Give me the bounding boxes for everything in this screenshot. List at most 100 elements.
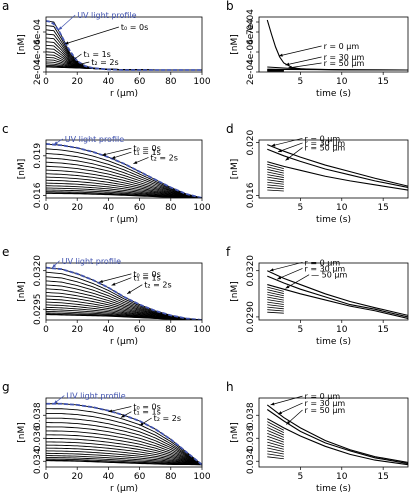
x-tick-label: 5 [298,203,304,213]
x-tick-label: 80 [165,325,177,335]
radius-curve [267,177,284,180]
radius-curve [267,190,284,191]
y-tick-label: 0.020 [246,129,256,155]
x-tick-label: 20 [71,203,83,213]
y-tick-label: 0.016 [246,182,256,208]
plot-frame [46,140,202,198]
x-axis-label: time (s) [316,89,351,99]
radius-curve [267,302,284,304]
annotation-arrowhead [112,156,116,159]
x-tick-label: 15 [377,472,388,482]
annotation-arrowhead [133,161,137,164]
radius-curve [267,307,284,309]
x-tick-label: 0 [43,325,49,335]
y-tick-label: 0.038 [246,402,256,428]
annotation-label: UV light profile [66,392,125,401]
annotation-label: t₂ = 2s [151,153,178,162]
radius-curve [267,180,284,182]
radius-curve [267,310,284,311]
y-tick-label: 0.038 [33,402,43,428]
y-tick-label: 0.019 [33,143,43,169]
y-axis-label: [nM] [17,422,27,443]
annotation-label: r = 50 μm [305,144,346,153]
x-tick-label: 20 [71,472,83,482]
y-axis-label: [nM] [230,281,240,302]
y-tick-label: 0.0320 [33,255,43,287]
x-tick-label: 100 [193,325,210,335]
panel-label: f [226,245,231,259]
annotation-arrowhead [112,283,116,286]
panel-label: a [2,0,9,13]
y-axis-label: [nM] [230,422,240,443]
panel-label: h [226,380,234,394]
radius-curve [267,457,284,459]
x-tick-label: 40 [103,325,115,335]
radius-curve [267,164,284,168]
y-axis-label: [nM] [230,159,240,180]
annotation-label: t₀ = 0s [121,23,148,32]
panel-label: c [2,122,9,136]
y-tick-label: 0.0295 [33,293,43,325]
series-line [267,410,408,464]
x-tick-label: 60 [134,325,146,335]
y-axis-label: [nM] [230,34,240,55]
x-tick-label: 0 [43,472,49,482]
x-tick-label: 0 [43,203,49,213]
x-tick-label: 60 [134,472,146,482]
panel-label: e [2,245,9,259]
radius-curve [267,185,284,187]
annotation-label: r = 50 μm [324,59,365,68]
x-axis-label: r (μm) [110,337,138,347]
y-tick-label: 7e-04 [246,9,256,35]
x-tick-label: 10 [336,325,348,335]
series-line [267,285,408,319]
annotation-arrow [270,262,303,270]
panel-label: d [226,122,234,136]
annotation-arrow [277,268,302,279]
radius-curve [267,305,284,307]
annotation-arrow [102,148,131,155]
annotation-label: — 50 μm [311,271,347,280]
annotation-label: UV light profile [77,11,136,20]
y-tick-label: 0.016 [33,182,43,208]
annotation-arrowhead [127,291,131,294]
annotation-arrowhead [271,402,275,405]
x-tick-label: 100 [193,472,210,482]
annotation-arrow [271,396,303,405]
uv-profile-line [46,144,202,198]
x-tick-label: 5 [298,325,304,335]
x-tick-label: 5 [298,472,304,482]
series-line [267,419,408,465]
annotation-label: r = 50 μm [305,406,346,415]
x-tick-label: 40 [103,472,115,482]
radius-curve [267,187,284,188]
radius-curve [267,454,284,457]
series-line [267,69,408,70]
series-line [267,162,408,190]
x-tick-label: 40 [103,203,115,213]
annotation-arrow [279,46,322,56]
annotation-label: t₂ = 2s [144,281,171,290]
annotation-label: t₂ = 2s [154,414,181,423]
plot-area-g [46,404,202,465]
x-tick-label: 60 [134,203,146,213]
radius-curve [267,312,284,313]
annotation-label: t₂ = 2s [91,58,118,67]
y-axis-label: [nM] [17,159,27,180]
x-tick-label: 0 [43,77,49,87]
y-axis-label: [nM] [17,34,27,55]
y-tick-label: 0.0320 [246,255,256,287]
annotation-arrow [288,63,322,68]
y-tick-label: 6e-04 [33,19,43,45]
x-axis-label: time (s) [316,215,351,225]
annotation-arrow [99,274,131,282]
annotation-arrow [278,403,302,414]
x-tick-label: 10 [336,77,348,87]
radius-curve [267,182,284,184]
